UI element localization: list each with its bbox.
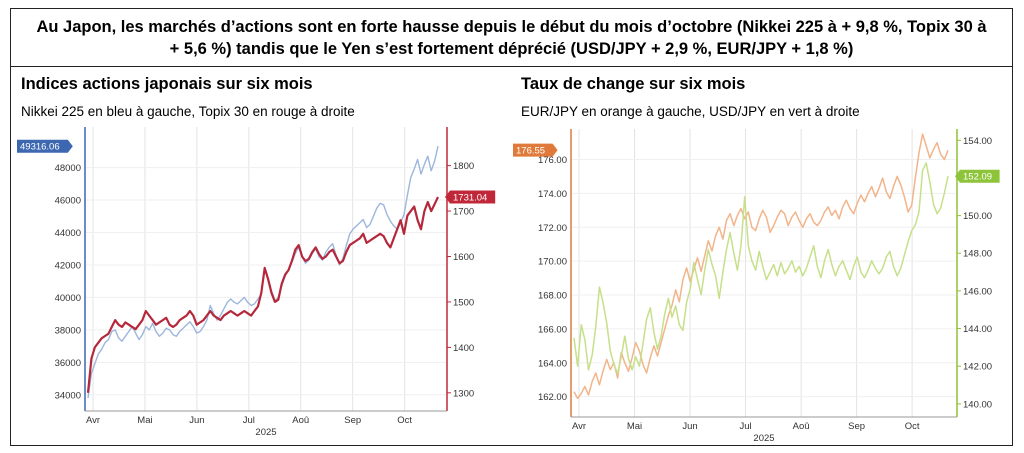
series-line-usdjpy — [573, 162, 949, 375]
fx-rates-chart: Avr Mai Jun Jul Aoû Sep Oct 2025 162.00 164.00 166… — [513, 129, 1000, 443]
y-left-tick-label: 166.00 — [538, 324, 567, 335]
last-value-label-right: 152.09 — [963, 172, 992, 183]
x-tick-label: Sep — [344, 415, 361, 426]
last-value-tag-left: 176.55 — [513, 143, 558, 157]
headline: Au Japon, les marchés d’actions sont en … — [11, 9, 1012, 67]
x-year-label: 2025 — [753, 433, 774, 443]
x-tick-label: Aoû — [793, 421, 810, 432]
x-tick-label: Jul — [739, 421, 751, 432]
y-left-tick-label: 40000 — [55, 293, 81, 304]
last-value-label-left: 176.55 — [516, 146, 545, 157]
x-tick-label: Mai — [137, 415, 152, 426]
y-right-tick-label: 1300 — [453, 388, 474, 399]
y-left-tick-label: 176.00 — [538, 155, 567, 166]
tag-shape — [17, 139, 73, 153]
x-tick-label: Aoû — [292, 415, 309, 426]
series-line-eurjpy — [573, 133, 949, 400]
x-tick-label: Sep — [848, 421, 865, 432]
right-chart-title: Taux de change sur six mois — [521, 75, 746, 93]
y-right-tick-label: 140.00 — [963, 399, 992, 410]
x-tick-label: Jun — [682, 421, 697, 432]
x-tick-label: Jul — [243, 415, 255, 426]
x-tick-label: Jun — [189, 415, 204, 426]
y-left-tick-label: 38000 — [55, 325, 81, 336]
y-right-tick-label: 150.00 — [963, 211, 992, 222]
headline-text: Au Japon, les marchés d’actions sont en … — [36, 17, 987, 58]
y-right-tick-label: 1600 — [453, 252, 474, 263]
tag-shape — [445, 190, 496, 204]
y-left-tick-label: 174.00 — [538, 189, 567, 200]
last-value-label-right: 1731.04 — [453, 192, 487, 203]
tag-shape — [513, 143, 558, 157]
y-right-tick-label: 1800 — [453, 161, 474, 172]
x-tick-label: Oct — [397, 415, 412, 426]
y-left-tick-label: 162.00 — [538, 392, 567, 403]
y-left-tick-label: 168.00 — [538, 291, 567, 302]
y-left-tick-label: 48000 — [55, 163, 81, 174]
x-year-label: 2025 — [255, 427, 276, 438]
y-left-tick-label: 36000 — [55, 358, 81, 369]
tag-shape — [955, 169, 1000, 183]
last-value-tag-right: 152.09 — [955, 169, 1000, 183]
equity-indices-chart: Avr Mai Jun Jul Aoû Sep Oct 2025 34000 36000 38000… — [17, 127, 496, 438]
y-right-tick-label: 154.00 — [963, 136, 992, 147]
x-tick-label: Mai — [627, 421, 642, 432]
x-tick-label: Avr — [572, 421, 586, 432]
figure-frame: Au Japon, les marchés d’actions sont en … — [10, 8, 1013, 446]
y-left-tick-label: 46000 — [55, 196, 81, 207]
left-chart-title: Indices actions japonais sur six mois — [21, 75, 313, 93]
y-left-tick-label: 172.00 — [538, 223, 567, 234]
y-left-tick-label: 170.00 — [538, 257, 567, 268]
y-right-tick-label: 148.00 — [963, 249, 992, 260]
series-line-topix — [86, 196, 439, 393]
last-value-tag-left: 49316.06 — [17, 139, 73, 153]
y-left-tick-label: 42000 — [55, 260, 81, 271]
y-left-tick-label: 44000 — [55, 228, 81, 239]
left-chart-subtitle: Nikkei 225 en bleu à gauche, Topix 30 en… — [21, 104, 355, 119]
y-right-tick-label: 1400 — [453, 343, 474, 354]
y-left-tick-label: 34000 — [55, 390, 81, 401]
y-right-tick-label: 1700 — [453, 207, 474, 218]
y-right-tick-label: 1500 — [453, 297, 474, 308]
x-tick-label: Oct — [905, 421, 920, 432]
y-right-tick-label: 146.00 — [963, 286, 992, 297]
y-right-tick-label: 144.00 — [963, 324, 992, 335]
y-left-tick-label: 164.00 — [538, 358, 567, 369]
last-value-tag-right: 1731.04 — [445, 190, 496, 204]
y-right-tick-label: 142.00 — [963, 362, 992, 373]
right-chart-subtitle: EUR/JPY en orange à gauche, USD/JPY en v… — [521, 104, 860, 119]
x-tick-label: Avr — [86, 415, 100, 426]
last-value-label-left: 49316.06 — [20, 142, 60, 153]
